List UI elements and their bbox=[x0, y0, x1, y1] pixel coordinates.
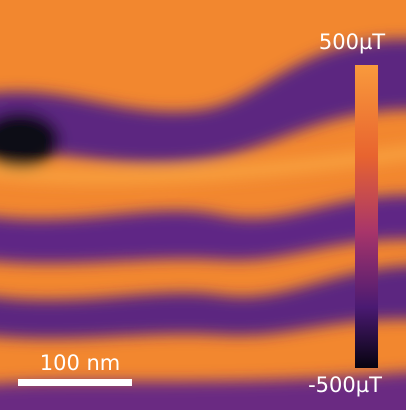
colorbar-min-label: -500µT bbox=[308, 373, 382, 397]
dark-spot bbox=[0, 112, 60, 168]
domain bbox=[0, 194, 406, 264]
scale-bar bbox=[18, 379, 132, 386]
domain bbox=[0, 39, 406, 163]
colorbar bbox=[355, 65, 378, 368]
domain bbox=[0, 265, 406, 339]
colorbar-max-label: 500µT bbox=[319, 30, 385, 54]
scale-bar-label: 100 nm bbox=[40, 351, 121, 375]
